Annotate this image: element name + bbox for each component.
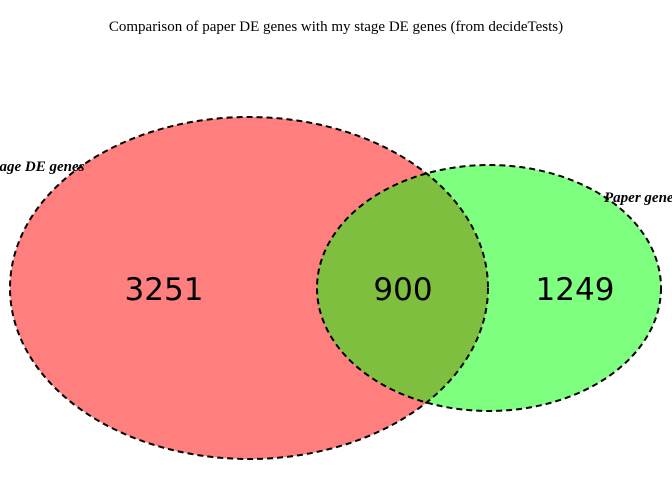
stage-only-count: 3251 (125, 272, 204, 308)
intersection-count: 900 (373, 272, 432, 308)
stage-de-genes-label: Stage DE genes (0, 159, 85, 175)
paper-genes-outline (316, 164, 662, 412)
paper-only-count: 1249 (536, 272, 615, 308)
diagram-title: Comparison of paper DE genes with my sta… (109, 19, 563, 35)
paper-genes-label: Paper genes (604, 190, 672, 206)
stage-de-genes-outline (9, 116, 489, 460)
